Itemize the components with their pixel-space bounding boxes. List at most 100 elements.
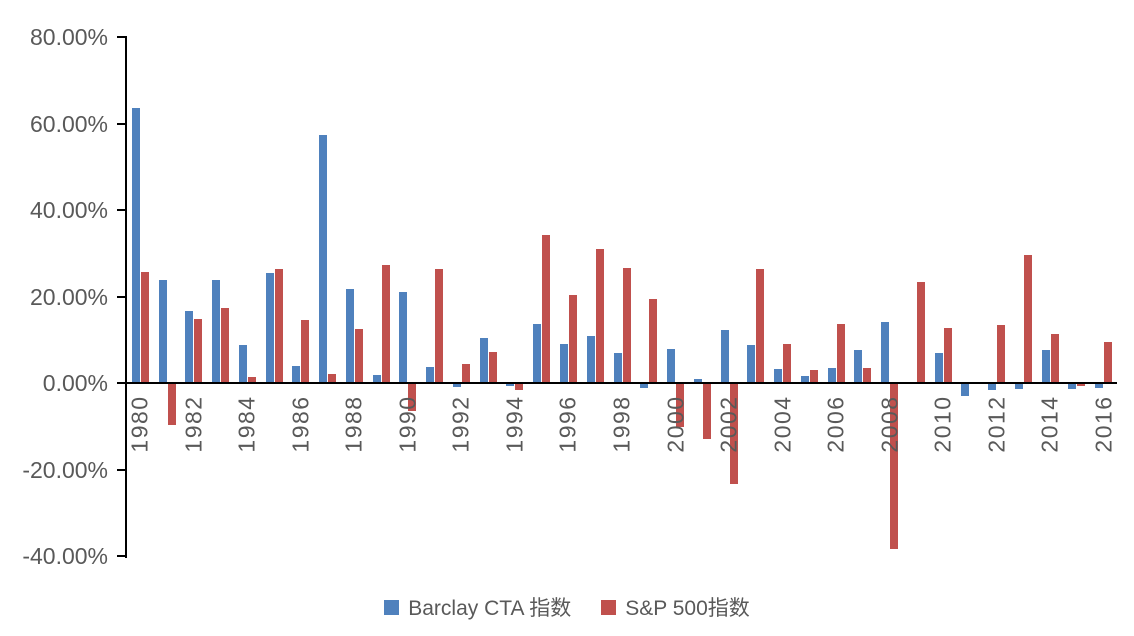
bar-1992-barclay-cta: [452, 383, 461, 387]
x-axis-tick-label: 2006: [822, 395, 849, 453]
bar-2016-sp500: [1104, 341, 1113, 383]
bar-1993-barclay-cta: [479, 338, 488, 383]
x-axis-tick-label: 2014: [1036, 395, 1063, 453]
y-axis-tick-mark: [117, 122, 126, 125]
bar-2012-sp500: [997, 325, 1006, 383]
bar-1999-barclay-cta: [640, 383, 649, 389]
y-axis-tick-label: 60.00%: [29, 110, 108, 137]
legend: Barclay CTA 指数 S&P 500指数: [0, 592, 1134, 622]
bar-2009-sp500: [916, 281, 925, 383]
y-axis-tick-mark: [117, 555, 126, 557]
bar-2007-barclay-cta: [854, 349, 863, 383]
bar-2015-barclay-cta: [1068, 383, 1077, 390]
bar-2004-barclay-cta: [774, 368, 783, 383]
bar-2011-barclay-cta: [961, 383, 970, 397]
x-axis-tick-label: 1986: [287, 395, 314, 453]
x-axis-line: [127, 382, 1117, 384]
bar-2014-barclay-cta: [1041, 350, 1050, 383]
y-axis-tick-mark: [117, 382, 126, 384]
bar-2013-sp500: [1023, 254, 1032, 383]
bar-1990-barclay-cta: [399, 292, 408, 383]
bar-1994-sp500: [515, 383, 524, 390]
bar-1992-sp500: [461, 363, 470, 383]
bar-1997-sp500: [595, 248, 604, 383]
y-axis-tick-label: 40.00%: [29, 197, 108, 223]
bar-2001-barclay-cta: [693, 379, 702, 383]
x-axis-tick-label: 1988: [340, 395, 367, 453]
bar-2013-barclay-cta: [1014, 383, 1023, 390]
bar-1984-sp500: [247, 376, 256, 383]
x-axis-tick-label: 2008: [876, 395, 903, 453]
y-axis-tick-mark: [117, 209, 126, 211]
x-axis-tick-label: 2016: [1090, 395, 1117, 453]
bar-1995-sp500: [542, 235, 551, 383]
bar-1991-barclay-cta: [426, 366, 435, 383]
bar-1987-barclay-cta: [319, 135, 328, 383]
bar-1998-sp500: [622, 267, 631, 383]
x-axis-tick-label: 1980: [126, 395, 153, 453]
x-axis-tick-label: 1984: [233, 395, 260, 453]
bar-2000-barclay-cta: [667, 349, 675, 383]
x-axis-tick-label: 1990: [394, 395, 421, 453]
bar-1986-sp500: [301, 319, 310, 383]
bar-1993-sp500: [488, 352, 497, 383]
x-axis-tick-label: 1998: [608, 395, 635, 453]
y-axis-tick-label: 20.00%: [29, 283, 108, 310]
legend-item-barclay-cta: Barclay CTA 指数: [384, 592, 571, 622]
x-axis-tick-label: 1982: [180, 395, 207, 453]
bar-2016-barclay-cta: [1095, 383, 1104, 389]
bar-1983-sp500: [221, 308, 230, 383]
bar-2006-barclay-cta: [827, 367, 836, 383]
y-axis-tick-label: 80.00%: [29, 24, 108, 50]
bar-1980-sp500: [140, 271, 149, 383]
bar-1985-sp500: [274, 269, 283, 383]
y-axis-tick-mark: [117, 36, 126, 38]
bar-2004-sp500: [783, 344, 792, 383]
bar-1980-barclay-cta: [131, 107, 140, 383]
legend-swatch-sp500-icon: [601, 599, 617, 615]
bar-1987-sp500: [328, 374, 337, 383]
bar-1982-barclay-cta: [185, 310, 194, 383]
bar-2015-sp500: [1077, 383, 1086, 387]
x-axis-tick-label: 1996: [554, 395, 581, 453]
bar-1996-barclay-cta: [559, 343, 568, 383]
bar-2008-sp500: [890, 383, 899, 550]
bar-1994-barclay-cta: [506, 383, 515, 386]
x-axis-tick-label: 2000: [662, 395, 688, 453]
bar-1988-sp500: [354, 329, 363, 383]
bar-1995-barclay-cta: [533, 324, 542, 383]
legend-label-barclay-cta: Barclay CTA 指数: [408, 597, 572, 620]
x-axis-tick-label: 2002: [715, 395, 742, 453]
bar-2006-sp500: [836, 324, 845, 383]
bar-1996-sp500: [568, 295, 577, 383]
bar-2005-barclay-cta: [800, 375, 809, 383]
x-axis-tick-label: 2004: [769, 395, 796, 453]
bar-1989-sp500: [381, 265, 390, 383]
bar-2010-barclay-cta: [934, 352, 943, 383]
legend-label-sp500: S&P 500指数: [625, 597, 750, 620]
x-axis-tick-label: 1994: [501, 395, 528, 453]
bar-2005-sp500: [809, 370, 818, 383]
bar-1997-barclay-cta: [586, 335, 595, 383]
bar-1981-barclay-cta: [158, 279, 167, 383]
y-axis-line: [125, 36, 127, 558]
bar-1984-barclay-cta: [238, 345, 247, 383]
bar-2012-barclay-cta: [988, 383, 997, 391]
x-axis-tick-label: 1992: [447, 395, 474, 453]
bar-1982-sp500: [194, 319, 203, 383]
bar-1986-barclay-cta: [292, 366, 301, 383]
bar-2000-sp500: [676, 383, 684, 427]
bar-1985-barclay-cta: [265, 272, 274, 383]
bar-2014-sp500: [1050, 333, 1059, 383]
bar-2002-sp500: [729, 383, 738, 485]
x-axis-tick-label: 2012: [983, 395, 1010, 453]
bar-2008-barclay-cta: [881, 322, 890, 383]
bar-2002-barclay-cta: [720, 329, 729, 383]
bar-1991-sp500: [435, 269, 444, 383]
bar-1988-barclay-cta: [345, 288, 354, 383]
bar-2007-sp500: [863, 367, 872, 383]
bar-1998-barclay-cta: [613, 352, 622, 383]
bar-2010-sp500: [943, 327, 952, 383]
